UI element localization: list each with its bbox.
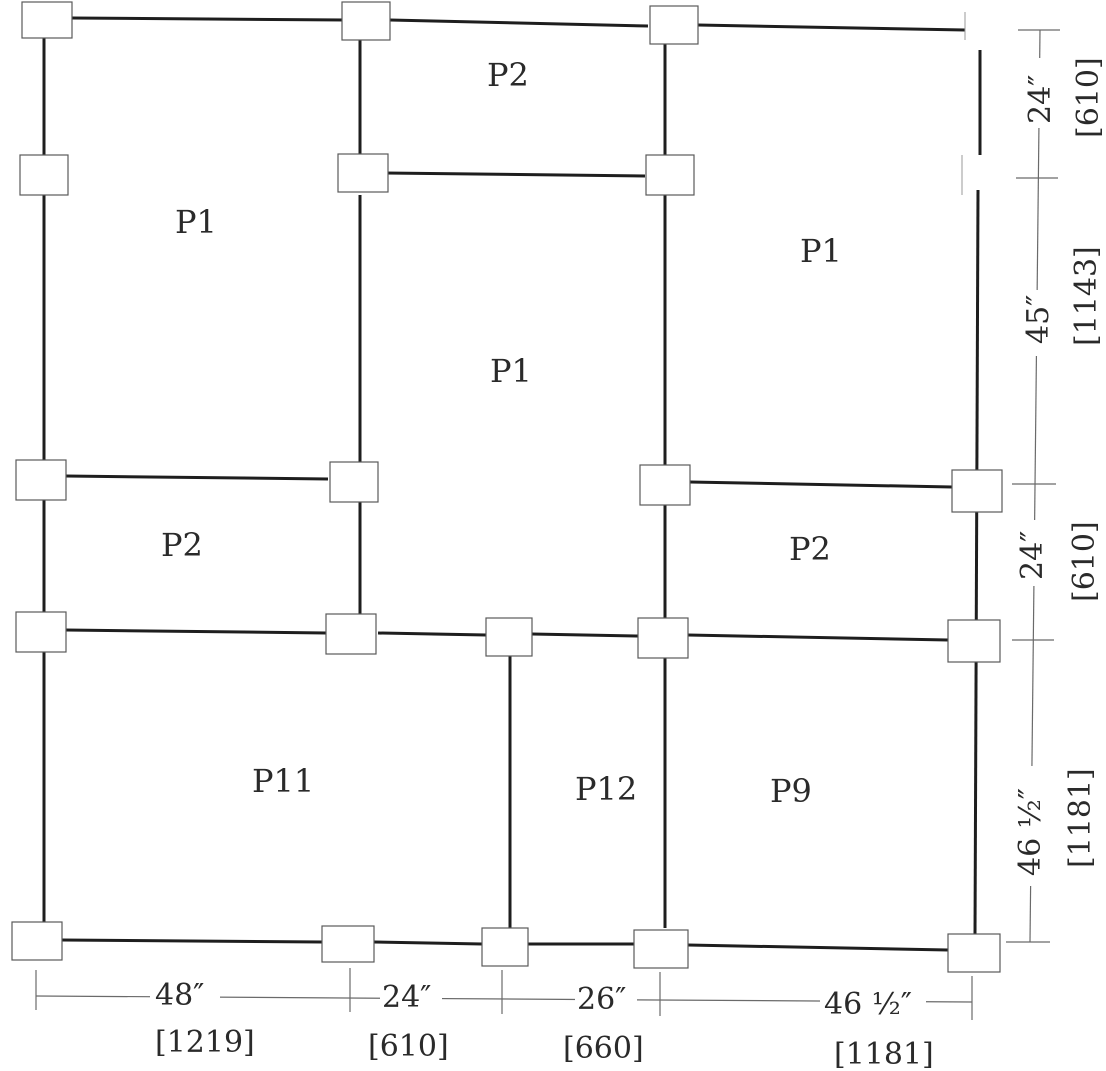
member-top-2 [389, 18, 649, 28]
connector [19, 154, 69, 196]
dim-h2-metric: [610] [368, 1029, 449, 1064]
member-h-478-right [689, 480, 953, 489]
dim-v2-imperial: 45″ [1021, 295, 1056, 344]
dim-v4-imperial: 46 ½″ [1013, 788, 1048, 876]
panel-label-p2-right: P2 [789, 530, 831, 568]
dim-h3-imperial: 26″ [577, 982, 626, 1017]
member-h-173 [384, 171, 646, 178]
connector [947, 619, 1001, 663]
panel-label-p11: P11 [252, 762, 314, 800]
panel-label-p1-center: P1 [490, 352, 532, 390]
member-top-3 [697, 23, 966, 32]
connectors [11, 1, 1003, 973]
connector [325, 613, 377, 655]
dim-h2-imperial: 24″ [382, 980, 431, 1015]
connector [637, 617, 689, 659]
dim-label-bg [575, 982, 637, 1014]
panel-label-p9: P9 [770, 772, 812, 810]
connector [329, 461, 379, 503]
connector [947, 933, 1001, 973]
dim-v3-imperial: 24″ [1015, 531, 1050, 580]
panel-label-p1-left: P1 [175, 203, 217, 241]
member-h-632-3 [531, 632, 639, 638]
dim-label-bg [1022, 58, 1056, 128]
dim-h4-imperial: 46 ½″ [824, 987, 912, 1022]
vertical-dimensions: 24″ [610] 45″ [1143] 24″ [610] 46 ½″ [11… [1006, 29, 1106, 943]
dim-h3-metric: [660] [563, 1031, 644, 1066]
member-h-632-2 [377, 631, 487, 637]
horizontal-dimensions: 48″ [1219] 24″ [610] 26″ [660] 46 ½″ [11… [35, 968, 973, 1071]
panel-label-p2-left: P2 [161, 526, 203, 564]
dim-v1-metric: [610] [1071, 57, 1106, 138]
dim-v4-metric: [1181] [1063, 768, 1098, 868]
dim-v2-metric: [1143] [1069, 246, 1104, 346]
panel-label-p2-top: P2 [487, 56, 529, 94]
member-top-1 [71, 16, 346, 22]
dim-h1-metric: [1219] [155, 1025, 255, 1060]
connector [481, 927, 529, 967]
dim-h4-metric: [1181] [834, 1037, 934, 1071]
connector [633, 929, 689, 969]
connector [321, 925, 375, 963]
dim-label-bg [150, 978, 220, 1010]
connector [485, 617, 533, 657]
member-h-478-left [65, 474, 329, 481]
dim-h1-imperial: 48″ [155, 978, 204, 1013]
connector [15, 611, 67, 653]
dim-label-bg [1022, 290, 1056, 356]
dim-label-bg [380, 980, 442, 1012]
connector [341, 1, 391, 41]
panel-labels: P2 P1 P1 P1 P2 P2 P11 P12 P9 [161, 56, 842, 810]
connector [649, 5, 699, 45]
member-h-632-4 [687, 633, 949, 642]
dim-label-bg [1016, 520, 1050, 586]
dim-v1-imperial: 24″ [1023, 75, 1058, 124]
dim-v3-metric: [610] [1067, 521, 1102, 602]
connector [15, 459, 67, 501]
connector [21, 1, 73, 39]
connector [11, 921, 63, 961]
member-bottom-1 [61, 938, 323, 944]
frame-members [42, 16, 982, 952]
member-h-632-1 [65, 628, 327, 635]
member-bottom-2 [373, 940, 483, 946]
connector [951, 469, 1003, 513]
connector [639, 464, 691, 506]
member-right-vertical-2 [973, 189, 980, 936]
member-bottom-4 [687, 943, 949, 952]
connector [645, 154, 695, 196]
dim-label-bg [1010, 766, 1046, 886]
panel-label-p12: P12 [575, 770, 637, 808]
connector [337, 153, 389, 193]
dim-label-bg [820, 986, 926, 1020]
panel-label-p1-right: P1 [800, 232, 842, 270]
